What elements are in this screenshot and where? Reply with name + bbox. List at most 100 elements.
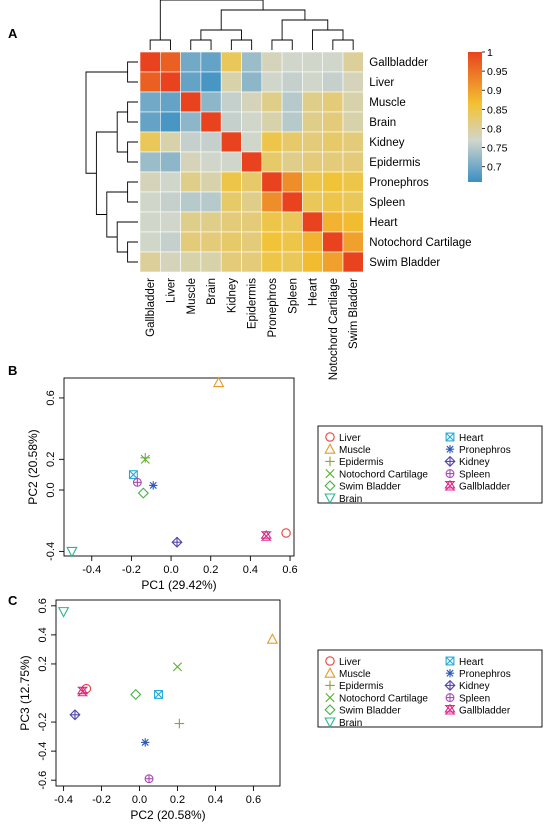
heatmap-cell-spleen-pronephros <box>261 191 283 213</box>
column-dendrogram-branch-9 <box>159 0 264 40</box>
heatmap-cell-muscle-kidney <box>220 91 242 113</box>
legend-c-label-brain: Brain <box>339 718 362 729</box>
column-dendrogram-branch-1 <box>190 39 212 50</box>
colorbar-tick-0-85: 0.85 <box>487 104 508 116</box>
heatmap-cell-swim-bladder-epidermis <box>241 251 263 273</box>
col-label-pronephros: Pronephros <box>267 278 279 338</box>
pca-c-point-kidney <box>69 709 81 721</box>
colorbar-tick-1: 1 <box>487 47 493 59</box>
heatmap-cell-pronephros-kidney <box>220 171 242 193</box>
legend-c-marker-swim-bladder <box>324 704 336 716</box>
pca-b-plot-frame <box>63 377 295 557</box>
heatmap-cell-gallbladder-swim-bladder <box>342 51 364 73</box>
heatmap-cell-swim-bladder-liver <box>160 251 181 273</box>
pca-c-y-tick-0-4: -0.4 <box>37 742 49 761</box>
heatmap-cell-brain-kidney <box>220 111 242 133</box>
heatmap-cell-kidney-brain <box>200 131 222 153</box>
heatmap-cell-brain-epidermis <box>241 111 263 133</box>
legend-b-marker-kidney <box>444 455 456 467</box>
pca-b-y-tick-0-4: -0.4 <box>45 542 57 561</box>
heatmap-cell-epidermis-pronephros <box>261 151 283 173</box>
row-label-brain: Brain <box>369 117 396 129</box>
heatmap-cell-notochord-cartilage-swim-bladder <box>342 231 364 253</box>
panel-label-b: B <box>8 363 17 378</box>
heatmap-row-labels: Gallbladder Liver Muscle Brain Kidney Epiderm… <box>369 57 471 269</box>
heatmap-cell-epidermis-heart <box>302 151 323 173</box>
heatmap-cell-swim-bladder-swim-bladder <box>342 251 364 273</box>
heatmap-cell-heart-spleen <box>281 211 303 233</box>
legend-c-marker-pronephros <box>445 669 455 678</box>
heatmap-cell-brain-notochord-cartilage <box>322 111 344 133</box>
heatmap-cell-brain-brain <box>200 111 222 133</box>
pca-b-y-tick-0-0: 0.0 <box>45 482 57 497</box>
col-label-gallbladder: Gallbladder <box>145 278 157 337</box>
pca-c-point-spleen <box>144 774 154 784</box>
heatmap-cell-muscle-brain <box>200 91 222 113</box>
heatmap-cell-gallbladder-brain <box>200 51 222 73</box>
pca-c-point-pronephros <box>141 738 150 747</box>
pca-b-x-axis-label: PC1 (29.42%) <box>141 578 216 592</box>
heatmap-cell-epidermis-gallbladder <box>139 151 161 173</box>
heatmap-cell-notochord-cartilage-spleen <box>281 231 303 253</box>
heatmap-cell-pronephros-heart <box>302 171 323 193</box>
legend-b-label-heart: Heart <box>459 433 484 444</box>
heatmap-cell-gallbladder-gallbladder <box>139 51 161 73</box>
row-label-swim-bladder: Swim Bladder <box>369 257 440 269</box>
heatmap-cell-notochord-cartilage-epidermis <box>241 231 263 253</box>
heatmap-cell-muscle-notochord-cartilage <box>322 91 344 113</box>
pca-c-point-brain <box>57 607 70 618</box>
legend-b-label-liver: Liver <box>339 433 361 444</box>
pca-c-y-tick-0-2: 0.2 <box>37 656 49 671</box>
pca-c-y-tick-0-6: -0.6 <box>37 771 49 790</box>
heatmap-cell-brain-heart <box>302 111 323 133</box>
pca-b-y-tick-0-2: 0.2 <box>45 452 57 467</box>
heatmap-cell-heart-epidermis <box>241 211 263 233</box>
legend-b-label-spleen: Spleen <box>459 469 490 480</box>
heatmap-cell-muscle-epidermis <box>241 91 263 113</box>
col-label-muscle: Muscle <box>186 278 198 314</box>
col-label-spleen: Spleen <box>287 278 299 314</box>
heatmap-cell-liver-epidermis <box>241 71 263 93</box>
heatmap-cell-liver-heart <box>302 71 323 93</box>
legend-c-label-gallbladder: Gallbladder <box>459 706 511 717</box>
heatmap-cell-pronephros-spleen <box>281 171 303 193</box>
heatmap-cell-epidermis-brain <box>200 151 222 173</box>
legend-c-label-swim-bladder: Swim Bladder <box>339 706 401 717</box>
pca-c-point-epidermis <box>174 718 185 729</box>
heatmap-cell-notochord-cartilage-muscle <box>180 231 202 253</box>
legend-b-label-gallbladder: Gallbladder <box>459 482 511 493</box>
heatmap-cell-heart-swim-bladder <box>342 211 364 233</box>
legend-b-marker-epidermis <box>325 456 335 467</box>
heatmap-cell-epidermis-swim-bladder <box>342 151 364 173</box>
heatmap-cell-notochord-cartilage-pronephros <box>261 231 283 253</box>
colorbar-gradient <box>468 52 482 182</box>
pca-c-y-tick-0-4: 0.4 <box>37 627 49 642</box>
legend-c-label-notochord-cartilage: Notochord Cartilage <box>339 693 428 704</box>
colorbar-tick-0-8: 0.8 <box>487 123 502 135</box>
pca-b-y-axis-label: PC2 (20.58%) <box>26 429 40 504</box>
row-label-kidney: Kidney <box>369 137 404 149</box>
heatmap-cell-pronephros-pronephros <box>261 171 283 193</box>
heatmap-cell-swim-bladder-kidney <box>220 251 242 273</box>
pca-c-point-heart <box>154 690 163 699</box>
legend-b-label-muscle: Muscle <box>339 445 371 456</box>
heatmap-cell-swim-bladder-heart <box>302 251 323 273</box>
heatmap-cell-kidney-pronephros <box>261 131 283 153</box>
row-dendrogram-branch-4 <box>127 181 138 203</box>
heatmap-cell-spleen-heart <box>302 191 323 213</box>
heatmap-cell-muscle-heart <box>302 91 323 113</box>
pca-b-x-tick-0-4: 0.4 <box>243 564 258 576</box>
heatmap-cell-spleen-kidney <box>220 191 242 213</box>
row-dendrogram-branch-3 <box>116 111 128 153</box>
legend-b-label-brain: Brain <box>339 494 362 505</box>
heatmap-cell-heart-pronephros <box>261 211 283 233</box>
pca-b-point-brain <box>66 546 78 558</box>
pca-b-x-tick-0-6: 0.6 <box>282 564 297 576</box>
pca-c-plot-frame <box>55 599 281 787</box>
row-dendrogram <box>85 61 138 263</box>
col-label-liver: Liver <box>165 278 177 303</box>
legend-c-label-kidney: Kidney <box>459 681 490 692</box>
col-label-epidermis: Epidermis <box>247 278 259 329</box>
heatmap-cell-epidermis-notochord-cartilage <box>322 151 344 173</box>
pca-b-point-gallbladder <box>260 530 272 541</box>
